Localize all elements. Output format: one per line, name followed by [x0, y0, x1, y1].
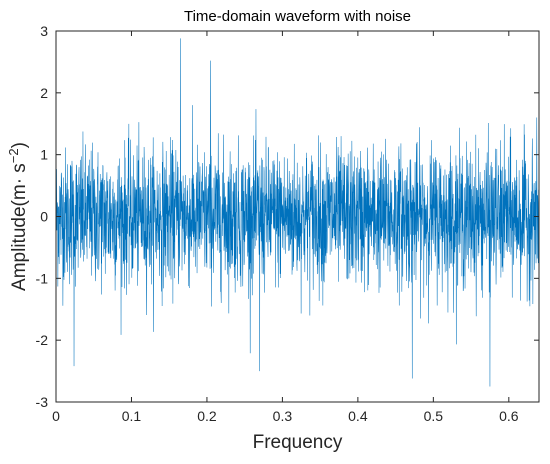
x-tick-label: 0.2	[197, 408, 217, 424]
y-axis-title: Amplitude(m· s−2)	[6, 142, 31, 291]
x-axis-title: Frequency	[253, 432, 343, 453]
y-tick-label: -1	[36, 270, 49, 286]
y-tick-label: 2	[40, 85, 48, 101]
x-tick-label: 0	[52, 408, 60, 424]
y-axis-title-main: Amplitude(m· s	[9, 163, 30, 291]
x-tick-label: 0.4	[348, 408, 368, 424]
y-tick-label: 0	[40, 209, 48, 225]
y-tick-label: 3	[40, 23, 48, 39]
series-group	[56, 38, 539, 387]
x-axis: 0 0.1 0.2 0.3 0.4 0.5 0.6	[52, 31, 519, 424]
x-tick-label: 0.6	[499, 408, 519, 424]
y-tick-label: 1	[40, 147, 48, 163]
y-axis: -3 -2 -1 0 1 2 3	[36, 23, 539, 410]
y-axis-title-end: )	[9, 142, 30, 148]
series-line-waveform	[56, 38, 539, 387]
x-tick-label: 0.3	[273, 408, 293, 424]
x-tick-label: 0.5	[424, 408, 444, 424]
chart-title: Time-domain waveform with noise	[184, 8, 411, 25]
x-tick-label: 0.1	[122, 408, 142, 424]
y-tick-label: -3	[36, 394, 49, 410]
y-tick-label: -2	[36, 332, 49, 348]
y-axis-title-exponent: −2	[6, 148, 21, 163]
